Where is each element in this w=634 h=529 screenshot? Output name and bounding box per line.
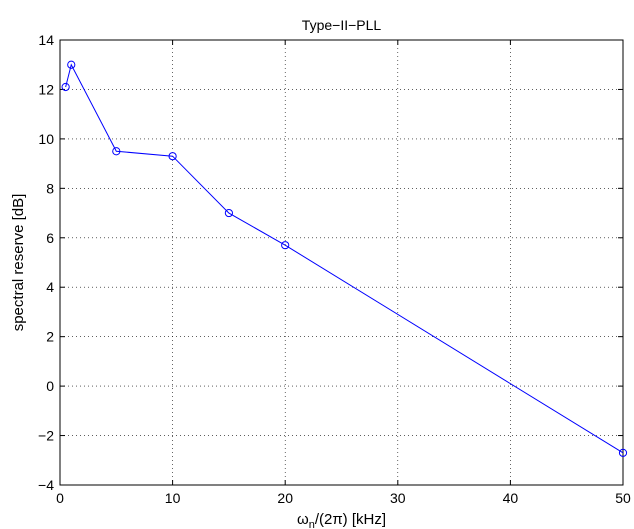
- data-point: [61, 82, 70, 92]
- data-point: [168, 152, 177, 161]
- x-tick-label: 50: [615, 490, 631, 506]
- y-tick-label: −2: [38, 428, 54, 444]
- data-point: [112, 147, 121, 156]
- data-point: [224, 208, 233, 218]
- x-tick-label: 20: [277, 490, 293, 506]
- x-axis-label-rest: /(2π) [kHz]: [315, 511, 386, 528]
- x-axis-label-sub: n: [309, 519, 315, 529]
- x-axis-label: ωn/(2π) [kHz]: [297, 511, 386, 529]
- y-tick-label: 6: [46, 230, 54, 246]
- chart-title: Type−II−PLL: [302, 17, 382, 33]
- x-axis-label-main: ω: [297, 511, 309, 528]
- data-series: [61, 60, 628, 457]
- series-line: [65, 63, 624, 454]
- x-tick-label: 40: [503, 490, 519, 506]
- y-tick-label: 10: [38, 131, 54, 147]
- y-tick-label: 12: [38, 81, 54, 97]
- y-axis-label: spectral reserve [dB]: [10, 194, 27, 332]
- y-tick-label: 8: [46, 180, 54, 196]
- data-point: [281, 241, 290, 250]
- plot-frame: [59, 39, 624, 486]
- data-point: [618, 448, 628, 457]
- plot-area: [60, 40, 623, 485]
- data-point: [67, 60, 76, 69]
- y-tick-label: 4: [46, 279, 54, 295]
- y-tick-label: 2: [46, 329, 54, 345]
- y-tick-label: 0: [46, 378, 54, 394]
- y-tick-label: −4: [38, 477, 54, 493]
- x-tick-label: 30: [390, 490, 406, 506]
- y-tick-label: 14: [38, 32, 54, 48]
- x-tick-label: 10: [165, 490, 181, 506]
- axis-ticks: 0 10 20 30 40 50 −4 −2 0 2 4 6 8 10 12 14: [38, 32, 631, 506]
- x-tick-label: 0: [56, 490, 64, 506]
